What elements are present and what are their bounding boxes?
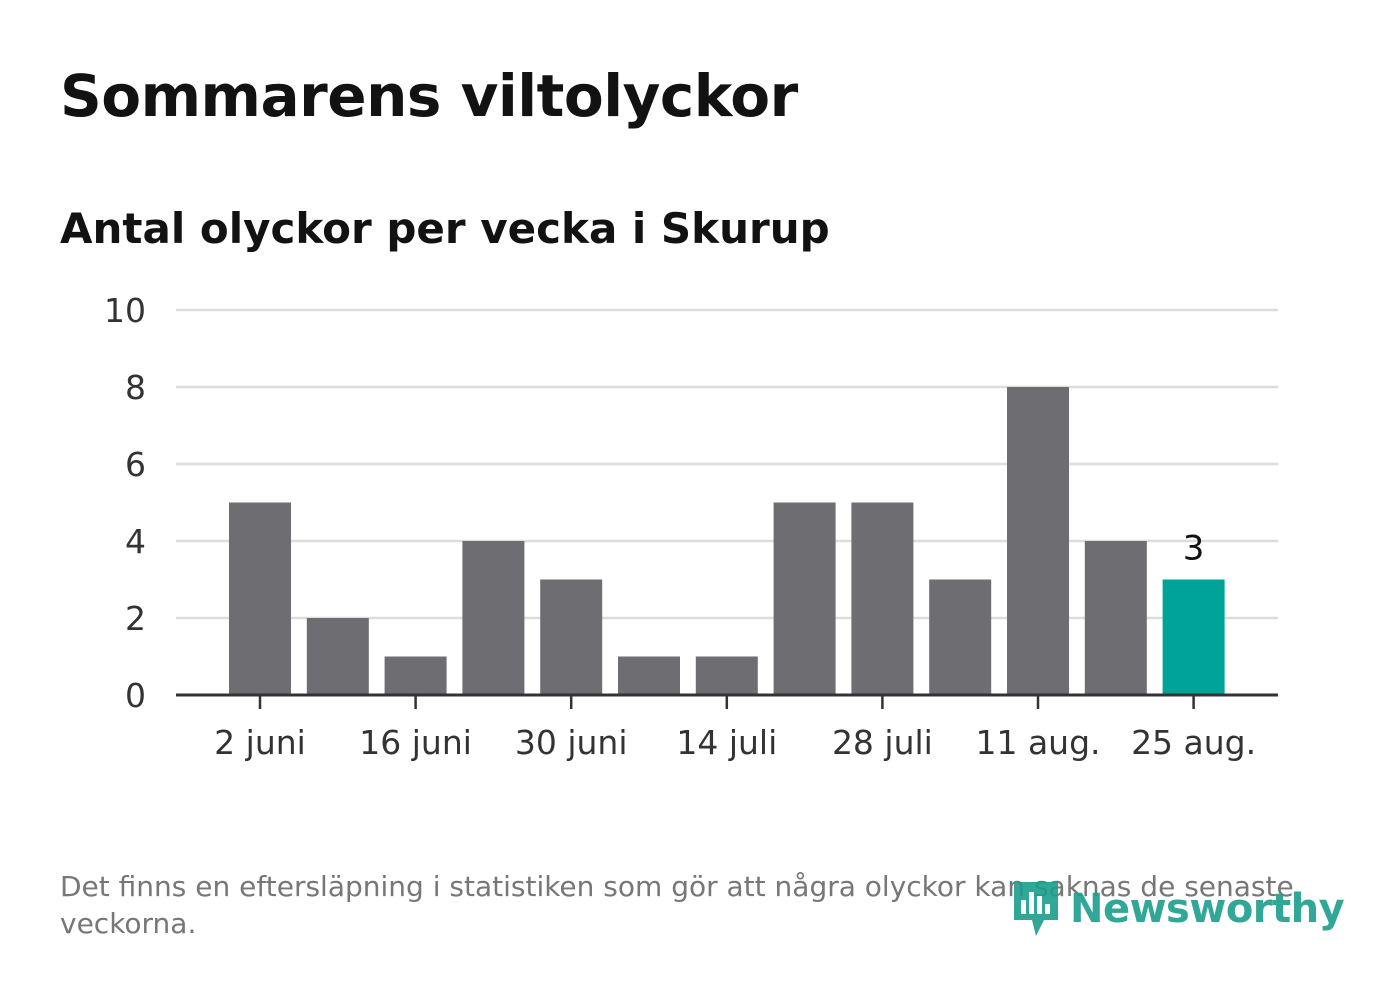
chart-subtitle: Antal olyckor per vecka i Skurup (60, 204, 830, 253)
bar (695, 656, 758, 695)
bar (851, 502, 914, 695)
y-tick-label: 6 (125, 445, 146, 484)
footnote: Det finns en eftersläpning i statistiken… (60, 870, 1294, 940)
x-tick-label: 30 juni (515, 723, 628, 762)
data-label: 3 (1183, 529, 1205, 569)
x-tick-label: 2 juni (214, 723, 306, 762)
brand-name: Newsworthy (1070, 886, 1345, 932)
newsworthy-logo-icon (1014, 882, 1058, 936)
y-tick-label: 4 (125, 522, 146, 561)
x-tick-label: 14 juli (676, 723, 777, 762)
y-tick-label: 8 (125, 368, 146, 407)
x-tick-label: 28 juli (832, 723, 933, 762)
x-tick-label: 25 aug. (1131, 723, 1256, 762)
y-tick-label: 2 (125, 599, 146, 638)
bar (773, 502, 836, 695)
bar (618, 656, 680, 695)
y-tick-label: 10 (104, 291, 146, 330)
bar-highlight (1162, 579, 1225, 695)
bar (384, 656, 447, 695)
bar (1007, 387, 1069, 695)
bar (929, 579, 992, 695)
bar (462, 541, 525, 695)
x-tick-label: 16 juni (359, 723, 472, 762)
bar (229, 502, 291, 695)
y-tick-label: 0 (125, 676, 146, 715)
bar (306, 618, 369, 695)
chart-title: Sommarens viltolyckor (60, 62, 798, 130)
newsworthy-logo: Newsworthy (1010, 878, 1345, 940)
bar (1084, 541, 1147, 695)
x-tick-label: 11 aug. (975, 723, 1100, 762)
bar (540, 579, 603, 695)
